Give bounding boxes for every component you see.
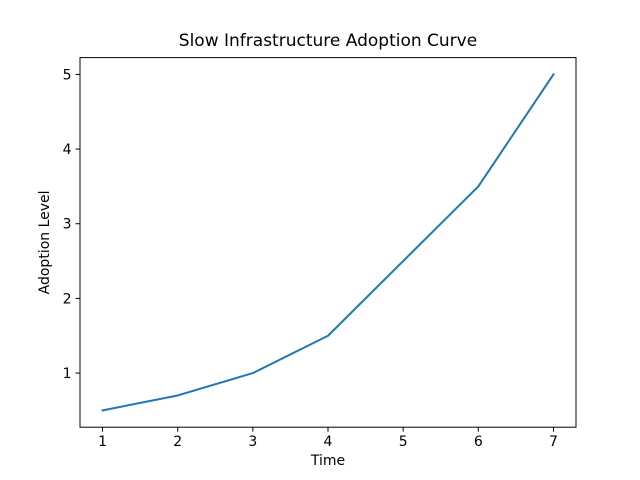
y-tick-label: 3 [63, 217, 72, 233]
x-tick-label: 7 [549, 434, 558, 450]
x-axis-ticks: 1 2 3 4 5 6 7 [98, 427, 558, 450]
y-tick-label: 4 [63, 142, 72, 158]
plot-area [79, 57, 577, 428]
x-tick-label: 3 [248, 434, 257, 450]
y-axis-label: Adoption Level [37, 190, 53, 294]
data-line-adoption [101, 73, 555, 412]
x-tick-label: 6 [474, 434, 483, 450]
x-tick-label: 1 [98, 434, 107, 450]
x-axis-label: Time [310, 453, 345, 469]
chart-generated: 1 2 3 4 5 6 7 1 2 3 4 5 [63, 67, 558, 450]
x-tick-label: 2 [173, 434, 182, 450]
y-axis-ticks: 1 2 3 4 5 [63, 67, 80, 382]
x-tick-label: 4 [324, 434, 333, 450]
chart-title: Slow Infrastructure Adoption Curve [179, 31, 477, 51]
y-tick-label: 1 [63, 366, 72, 382]
y-tick-label: 5 [63, 67, 72, 83]
x-tick-label: 5 [399, 434, 408, 450]
y-tick-label: 2 [63, 291, 72, 307]
